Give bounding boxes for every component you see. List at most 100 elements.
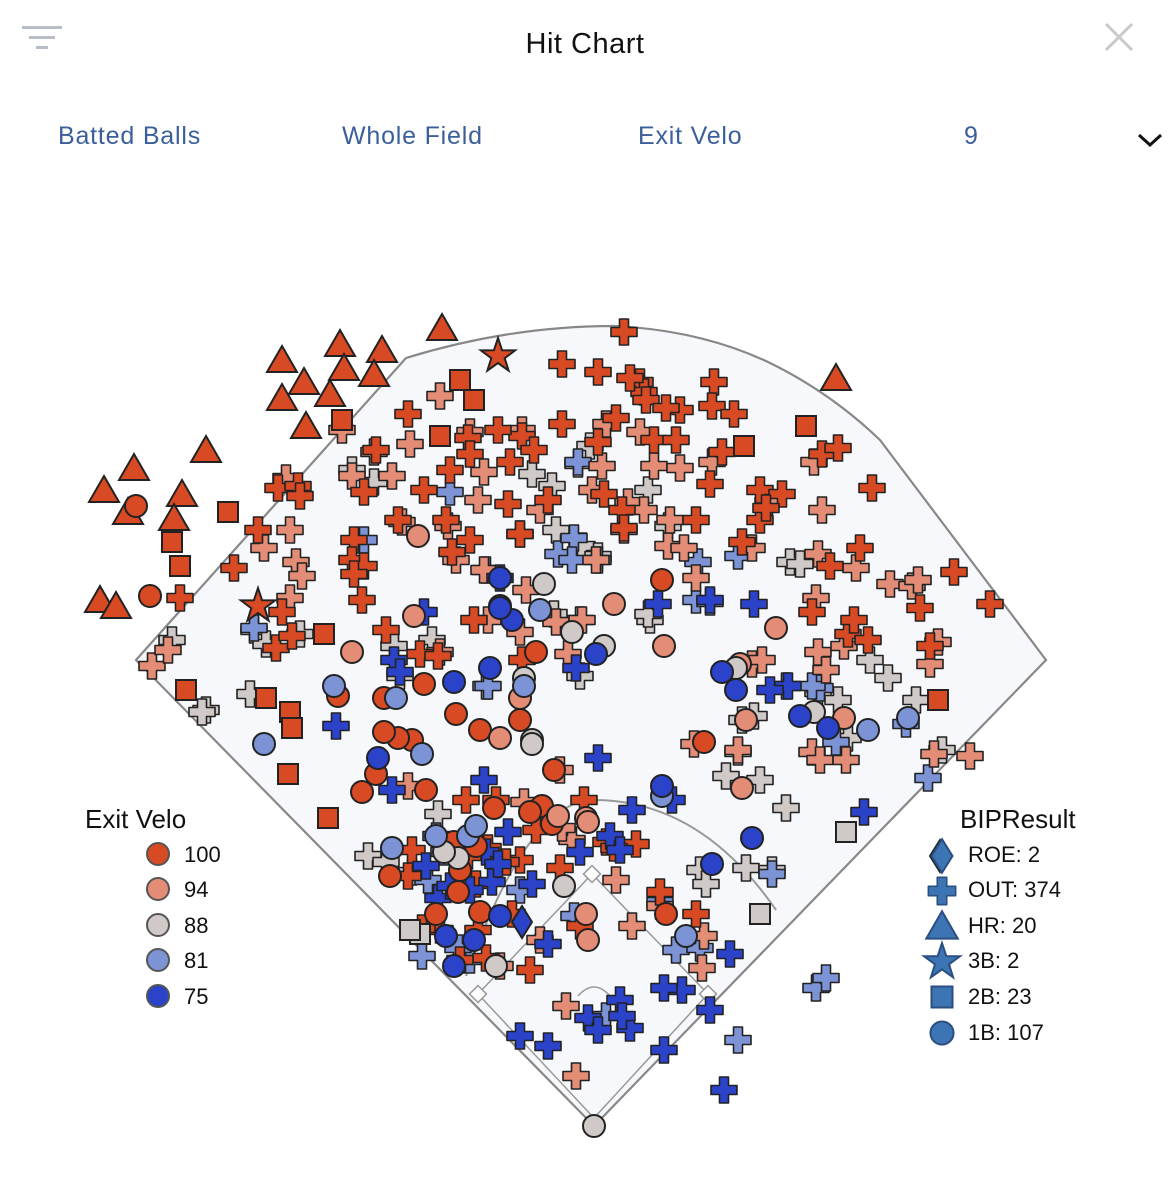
out-marker[interactable] xyxy=(906,594,934,622)
out-marker[interactable] xyxy=(786,550,814,578)
roe-marker[interactable] xyxy=(510,904,534,940)
hr-marker[interactable] xyxy=(287,365,321,395)
out-marker[interactable] xyxy=(384,506,412,534)
hr-marker[interactable] xyxy=(365,333,399,363)
hr-marker[interactable] xyxy=(87,473,121,503)
1b-marker[interactable] xyxy=(650,774,674,798)
out-marker[interactable] xyxy=(350,478,378,506)
1b-marker[interactable] xyxy=(488,566,512,590)
1b-marker[interactable] xyxy=(350,780,374,804)
1b-marker[interactable] xyxy=(764,616,788,640)
hr-marker[interactable] xyxy=(819,361,853,391)
1b-marker[interactable] xyxy=(730,776,754,800)
out-marker[interactable] xyxy=(436,456,464,484)
out-marker[interactable] xyxy=(662,426,690,454)
out-marker[interactable] xyxy=(740,590,768,618)
2b-marker[interactable] xyxy=(255,687,277,709)
out-marker[interactable] xyxy=(410,476,438,504)
out-marker[interactable] xyxy=(286,482,314,510)
out-marker[interactable] xyxy=(166,584,194,612)
out-marker[interactable] xyxy=(396,430,424,458)
1b-marker[interactable] xyxy=(468,718,492,742)
out-marker[interactable] xyxy=(608,1002,636,1030)
out-marker[interactable] xyxy=(452,786,480,814)
out-marker[interactable] xyxy=(518,460,546,488)
1b-marker[interactable] xyxy=(414,778,438,802)
1b-marker[interactable] xyxy=(508,708,532,732)
out-marker[interactable] xyxy=(698,448,726,476)
out-marker[interactable] xyxy=(632,386,660,414)
out-marker[interactable] xyxy=(644,590,672,618)
1b-marker[interactable] xyxy=(434,924,458,948)
out-marker[interactable] xyxy=(408,942,436,970)
1b-marker[interactable] xyxy=(378,864,402,888)
2b-marker[interactable] xyxy=(161,531,183,553)
out-marker[interactable] xyxy=(516,956,544,984)
out-marker[interactable] xyxy=(340,560,368,588)
out-marker[interactable] xyxy=(548,350,576,378)
1b-marker[interactable] xyxy=(488,726,512,750)
out-marker[interactable] xyxy=(562,1062,590,1090)
out-marker[interactable] xyxy=(682,900,710,928)
2b-marker[interactable] xyxy=(317,807,339,829)
out-marker[interactable] xyxy=(806,746,834,774)
out-marker[interactable] xyxy=(460,606,488,634)
out-marker[interactable] xyxy=(432,506,460,534)
2b-marker[interactable] xyxy=(449,369,471,391)
1b-marker[interactable] xyxy=(484,954,508,978)
1b-marker[interactable] xyxy=(138,584,162,608)
2b-marker[interactable] xyxy=(835,821,857,843)
1b-marker[interactable] xyxy=(692,730,716,754)
1b-marker[interactable] xyxy=(442,670,466,694)
out-marker[interactable] xyxy=(634,600,662,628)
1b-marker[interactable] xyxy=(788,704,812,728)
1b-marker[interactable] xyxy=(654,902,678,926)
out-marker[interactable] xyxy=(584,1016,612,1044)
2b-marker[interactable] xyxy=(733,435,755,457)
out-marker[interactable] xyxy=(348,586,376,614)
out-marker[interactable] xyxy=(584,358,612,386)
out-marker[interactable] xyxy=(372,616,400,644)
1b-marker[interactable] xyxy=(380,836,404,860)
out-marker[interactable] xyxy=(876,570,904,598)
out-marker[interactable] xyxy=(916,632,944,660)
1b-marker[interactable] xyxy=(896,706,920,730)
out-marker[interactable] xyxy=(506,1022,534,1050)
out-marker[interactable] xyxy=(340,526,368,554)
1b-marker[interactable] xyxy=(652,634,676,658)
out-marker[interactable] xyxy=(244,516,272,544)
2b-marker[interactable] xyxy=(217,501,239,523)
2b-marker[interactable] xyxy=(175,679,197,701)
1b-marker[interactable] xyxy=(462,928,486,952)
out-marker[interactable] xyxy=(562,654,590,682)
out-marker[interactable] xyxy=(656,506,684,534)
out-marker[interactable] xyxy=(920,740,948,768)
out-marker[interactable] xyxy=(584,428,612,456)
out-marker[interactable] xyxy=(438,538,466,566)
1b-marker[interactable] xyxy=(724,678,748,702)
hr-marker[interactable] xyxy=(289,409,323,439)
1b-marker[interactable] xyxy=(478,656,502,680)
out-marker[interactable] xyxy=(904,566,932,594)
out-marker[interactable] xyxy=(278,622,306,650)
2b-marker[interactable] xyxy=(281,717,303,739)
out-marker[interactable] xyxy=(618,912,646,940)
1b-marker[interactable] xyxy=(366,746,390,770)
filter-lines-icon[interactable] xyxy=(22,20,64,52)
out-marker[interactable] xyxy=(812,656,840,684)
1b-marker[interactable] xyxy=(482,796,506,820)
1b-marker[interactable] xyxy=(402,604,426,628)
hr-marker[interactable] xyxy=(189,433,223,463)
hr-marker[interactable] xyxy=(425,311,459,341)
out-marker[interactable] xyxy=(456,526,484,554)
hr-marker[interactable] xyxy=(313,377,347,407)
1b-marker[interactable] xyxy=(464,814,488,838)
out-marker[interactable] xyxy=(406,640,434,668)
out-marker[interactable] xyxy=(584,744,612,772)
out-marker[interactable] xyxy=(610,318,638,346)
out-marker[interactable] xyxy=(560,524,588,552)
3b-marker[interactable] xyxy=(477,334,519,374)
hr-marker[interactable] xyxy=(165,477,199,507)
out-marker[interactable] xyxy=(728,528,756,556)
out-marker[interactable] xyxy=(756,676,784,704)
